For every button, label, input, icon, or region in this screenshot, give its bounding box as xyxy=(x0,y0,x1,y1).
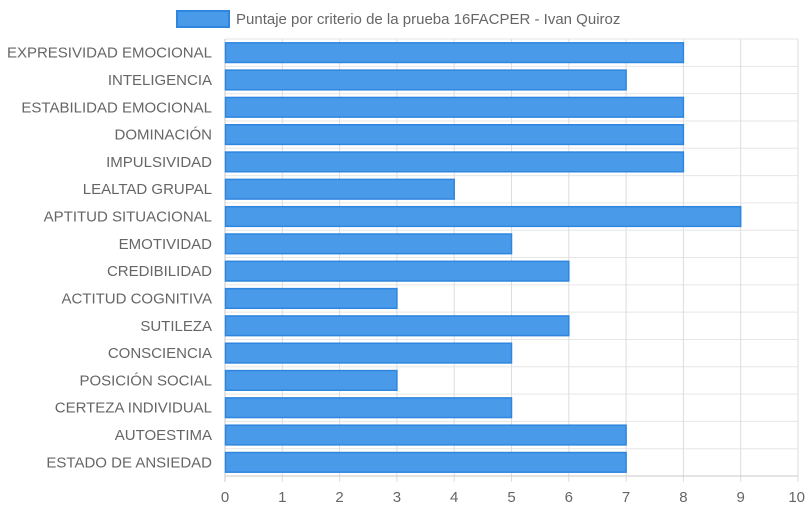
legend-label[interactable]: Puntaje por criterio de la prueba 16FACP… xyxy=(236,11,620,28)
y-axis-label: ACTITUD COGNITIVA xyxy=(61,290,212,307)
x-axis-tick-label: 2 xyxy=(335,489,343,506)
bar[interactable] xyxy=(224,124,685,146)
y-axis-label: ESTABILIDAD EMOCIONAL xyxy=(21,99,212,116)
bar[interactable] xyxy=(224,424,627,446)
x-axis-tick-label: 7 xyxy=(622,489,630,506)
bar[interactable] xyxy=(224,96,685,118)
bar[interactable] xyxy=(224,315,570,337)
y-axis-label: LEALTAD GRUPAL xyxy=(83,181,212,198)
bar[interactable] xyxy=(224,451,627,473)
bar[interactable] xyxy=(224,369,398,391)
x-axis-tick-label: 3 xyxy=(393,489,401,506)
y-axis-label: APTITUD SITUACIONAL xyxy=(44,209,212,226)
y-axis-label: CONSCIENCIA xyxy=(108,345,212,362)
x-axis-tick-label: 1 xyxy=(278,489,286,506)
x-axis-tick-label: 6 xyxy=(565,489,573,506)
y-axis-label: INTELIGENCIA xyxy=(108,72,212,89)
legend[interactable]: Puntaje por criterio de la prueba 16FACP… xyxy=(176,10,620,28)
y-axis-label: AUTOESTIMA xyxy=(115,427,212,444)
y-axis-label: POSICIÓN SOCIAL xyxy=(79,372,212,389)
bar[interactable] xyxy=(224,397,513,419)
y-axis-label: EMOTIVIDAD xyxy=(119,236,213,253)
x-axis-tick-label: 8 xyxy=(679,489,687,506)
y-axis-label: DOMINACIÓN xyxy=(115,127,213,144)
bar[interactable] xyxy=(224,178,455,200)
bar[interactable] xyxy=(224,42,685,64)
y-axis-label: IMPULSIVIDAD xyxy=(106,154,212,171)
legend-swatch[interactable] xyxy=(176,10,230,28)
x-axis-tick-label: 10 xyxy=(788,489,805,506)
bar[interactable] xyxy=(224,233,513,255)
x-axis-tick-label: 9 xyxy=(737,489,745,506)
bar[interactable] xyxy=(224,205,742,228)
x-axis-tick-label: 5 xyxy=(507,489,515,506)
y-axis-label: SUTILEZA xyxy=(140,318,212,335)
bar[interactable] xyxy=(224,151,685,173)
y-axis-label: EXPRESIVIDAD EMOCIONAL xyxy=(7,45,212,62)
bar[interactable] xyxy=(224,260,570,282)
bar[interactable] xyxy=(224,69,627,91)
bar[interactable] xyxy=(224,342,513,364)
y-axis-label: CREDIBILIDAD xyxy=(107,263,212,280)
x-axis-ticks: 0 1 2 3 4 5 6 7 8 9 10 xyxy=(221,489,805,506)
y-axis-labels: EXPRESIVIDAD EMOCIONAL INTELIGENCIA ESTABI… xyxy=(7,45,212,472)
y-axis-label: CERTEZA INDIVIDUAL xyxy=(55,400,212,417)
x-axis-tick-label: 0 xyxy=(221,489,229,506)
y-axis-label: ESTADO DE ANSIEDAD xyxy=(46,454,212,471)
bars xyxy=(224,42,742,473)
x-axis-tick-label: 4 xyxy=(450,489,458,506)
bar[interactable] xyxy=(224,287,398,310)
